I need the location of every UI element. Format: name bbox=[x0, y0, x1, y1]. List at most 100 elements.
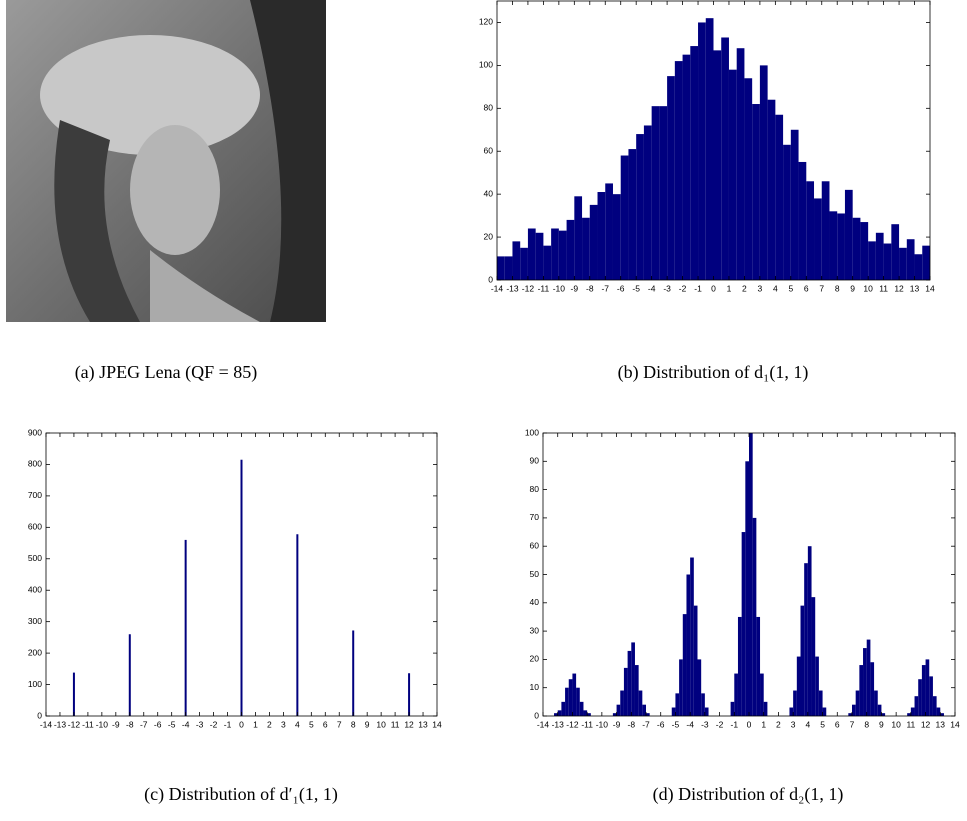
y-tick-label: 200 bbox=[28, 647, 42, 657]
bar bbox=[574, 196, 583, 280]
y-tick-label: 60 bbox=[530, 540, 540, 550]
bar bbox=[638, 690, 643, 716]
x-tick-label: -8 bbox=[586, 283, 594, 293]
x-tick-label: 14 bbox=[925, 283, 935, 293]
bar bbox=[752, 517, 757, 716]
bar bbox=[866, 639, 871, 716]
bar bbox=[679, 659, 683, 716]
bar bbox=[859, 665, 864, 716]
bar bbox=[870, 662, 875, 716]
bar bbox=[914, 696, 919, 716]
x-tick-label: -1 bbox=[694, 283, 702, 293]
x-tick-label: 2 bbox=[267, 719, 272, 729]
x-tick-label: -8 bbox=[126, 719, 134, 729]
bar bbox=[704, 707, 709, 716]
x-tick-label: 13 bbox=[910, 283, 920, 293]
bar bbox=[631, 642, 635, 716]
bar bbox=[829, 211, 838, 280]
bar bbox=[932, 696, 937, 716]
x-tick-label: -12 bbox=[566, 719, 579, 729]
x-tick-label: 14 bbox=[432, 719, 442, 729]
bar bbox=[922, 245, 930, 280]
bar bbox=[605, 183, 613, 280]
bar bbox=[659, 106, 668, 281]
bar bbox=[557, 710, 562, 716]
bar bbox=[616, 704, 621, 716]
x-tick-label: -13 bbox=[54, 719, 67, 729]
bar bbox=[651, 106, 660, 281]
y-tick-label: 20 bbox=[530, 654, 540, 664]
x-tick-label: 2 bbox=[742, 283, 747, 293]
x-tick-label: -9 bbox=[613, 719, 621, 729]
bar bbox=[760, 673, 764, 716]
x-tick-label: -6 bbox=[154, 719, 162, 729]
bar bbox=[767, 99, 776, 280]
bar bbox=[730, 701, 735, 716]
bar bbox=[698, 22, 706, 280]
y-tick-label: 100 bbox=[479, 60, 493, 70]
x-tick-label: -2 bbox=[679, 283, 687, 293]
x-tick-label: -7 bbox=[601, 283, 609, 293]
y-tick-label: 90 bbox=[530, 456, 540, 466]
x-tick-label: -5 bbox=[632, 283, 640, 293]
x-tick-label: 3 bbox=[281, 719, 286, 729]
bar bbox=[741, 532, 746, 716]
y-tick-label: 600 bbox=[28, 522, 42, 532]
y-tick-label: 80 bbox=[530, 484, 540, 494]
x-tick-label: 8 bbox=[351, 719, 356, 729]
x-tick-label: 11 bbox=[906, 719, 915, 729]
bar bbox=[636, 134, 644, 280]
bar bbox=[877, 704, 882, 716]
x-tick-label: -4 bbox=[182, 719, 190, 729]
bar bbox=[568, 679, 573, 716]
caption: (a) JPEG Lena (QF = 85) bbox=[75, 362, 258, 383]
bar bbox=[583, 710, 588, 716]
x-tick-label: -4 bbox=[686, 719, 694, 729]
y-tick-label: 120 bbox=[479, 17, 493, 27]
bar bbox=[800, 605, 805, 716]
x-tick-label: -6 bbox=[657, 719, 665, 729]
bar bbox=[914, 254, 923, 280]
x-tick-label: -14 bbox=[537, 719, 550, 729]
bar bbox=[527, 228, 536, 280]
bar bbox=[737, 616, 742, 716]
bar bbox=[907, 713, 911, 716]
x-tick-label: -3 bbox=[701, 719, 709, 729]
bar bbox=[860, 222, 869, 280]
bar bbox=[589, 204, 598, 280]
y-tick-label: 0 bbox=[488, 274, 493, 284]
bar bbox=[822, 707, 827, 716]
bar bbox=[565, 687, 569, 716]
x-tick-label: 9 bbox=[850, 283, 855, 293]
x-tick-label: 8 bbox=[864, 719, 869, 729]
x-tick-label: 11 bbox=[391, 719, 400, 729]
stem bbox=[408, 673, 411, 716]
bar bbox=[582, 217, 590, 280]
y-tick-label: 100 bbox=[525, 427, 539, 437]
bar bbox=[814, 198, 822, 280]
y-tick-label: 30 bbox=[530, 625, 540, 635]
bar bbox=[796, 656, 801, 716]
lena-image bbox=[6, 0, 326, 322]
bar bbox=[690, 557, 694, 716]
x-tick-label: -7 bbox=[140, 719, 148, 729]
y-tick-label: 10 bbox=[530, 682, 540, 692]
bar bbox=[682, 54, 691, 281]
y-tick-label: 40 bbox=[530, 597, 540, 607]
bar bbox=[921, 665, 926, 716]
x-tick-label: 13 bbox=[418, 719, 428, 729]
x-tick-label: -1 bbox=[731, 719, 739, 729]
x-tick-label: 1 bbox=[727, 283, 732, 293]
x-tick-label: 4 bbox=[773, 283, 778, 293]
x-tick-label: -13 bbox=[506, 283, 519, 293]
bar bbox=[728, 69, 737, 280]
bar bbox=[837, 213, 845, 280]
bar bbox=[682, 614, 687, 716]
x-tick-label: 0 bbox=[239, 719, 244, 729]
bar bbox=[929, 676, 933, 716]
bar bbox=[875, 232, 884, 280]
bar bbox=[675, 693, 680, 716]
bar bbox=[701, 693, 705, 716]
y-tick-label: 50 bbox=[530, 569, 540, 579]
